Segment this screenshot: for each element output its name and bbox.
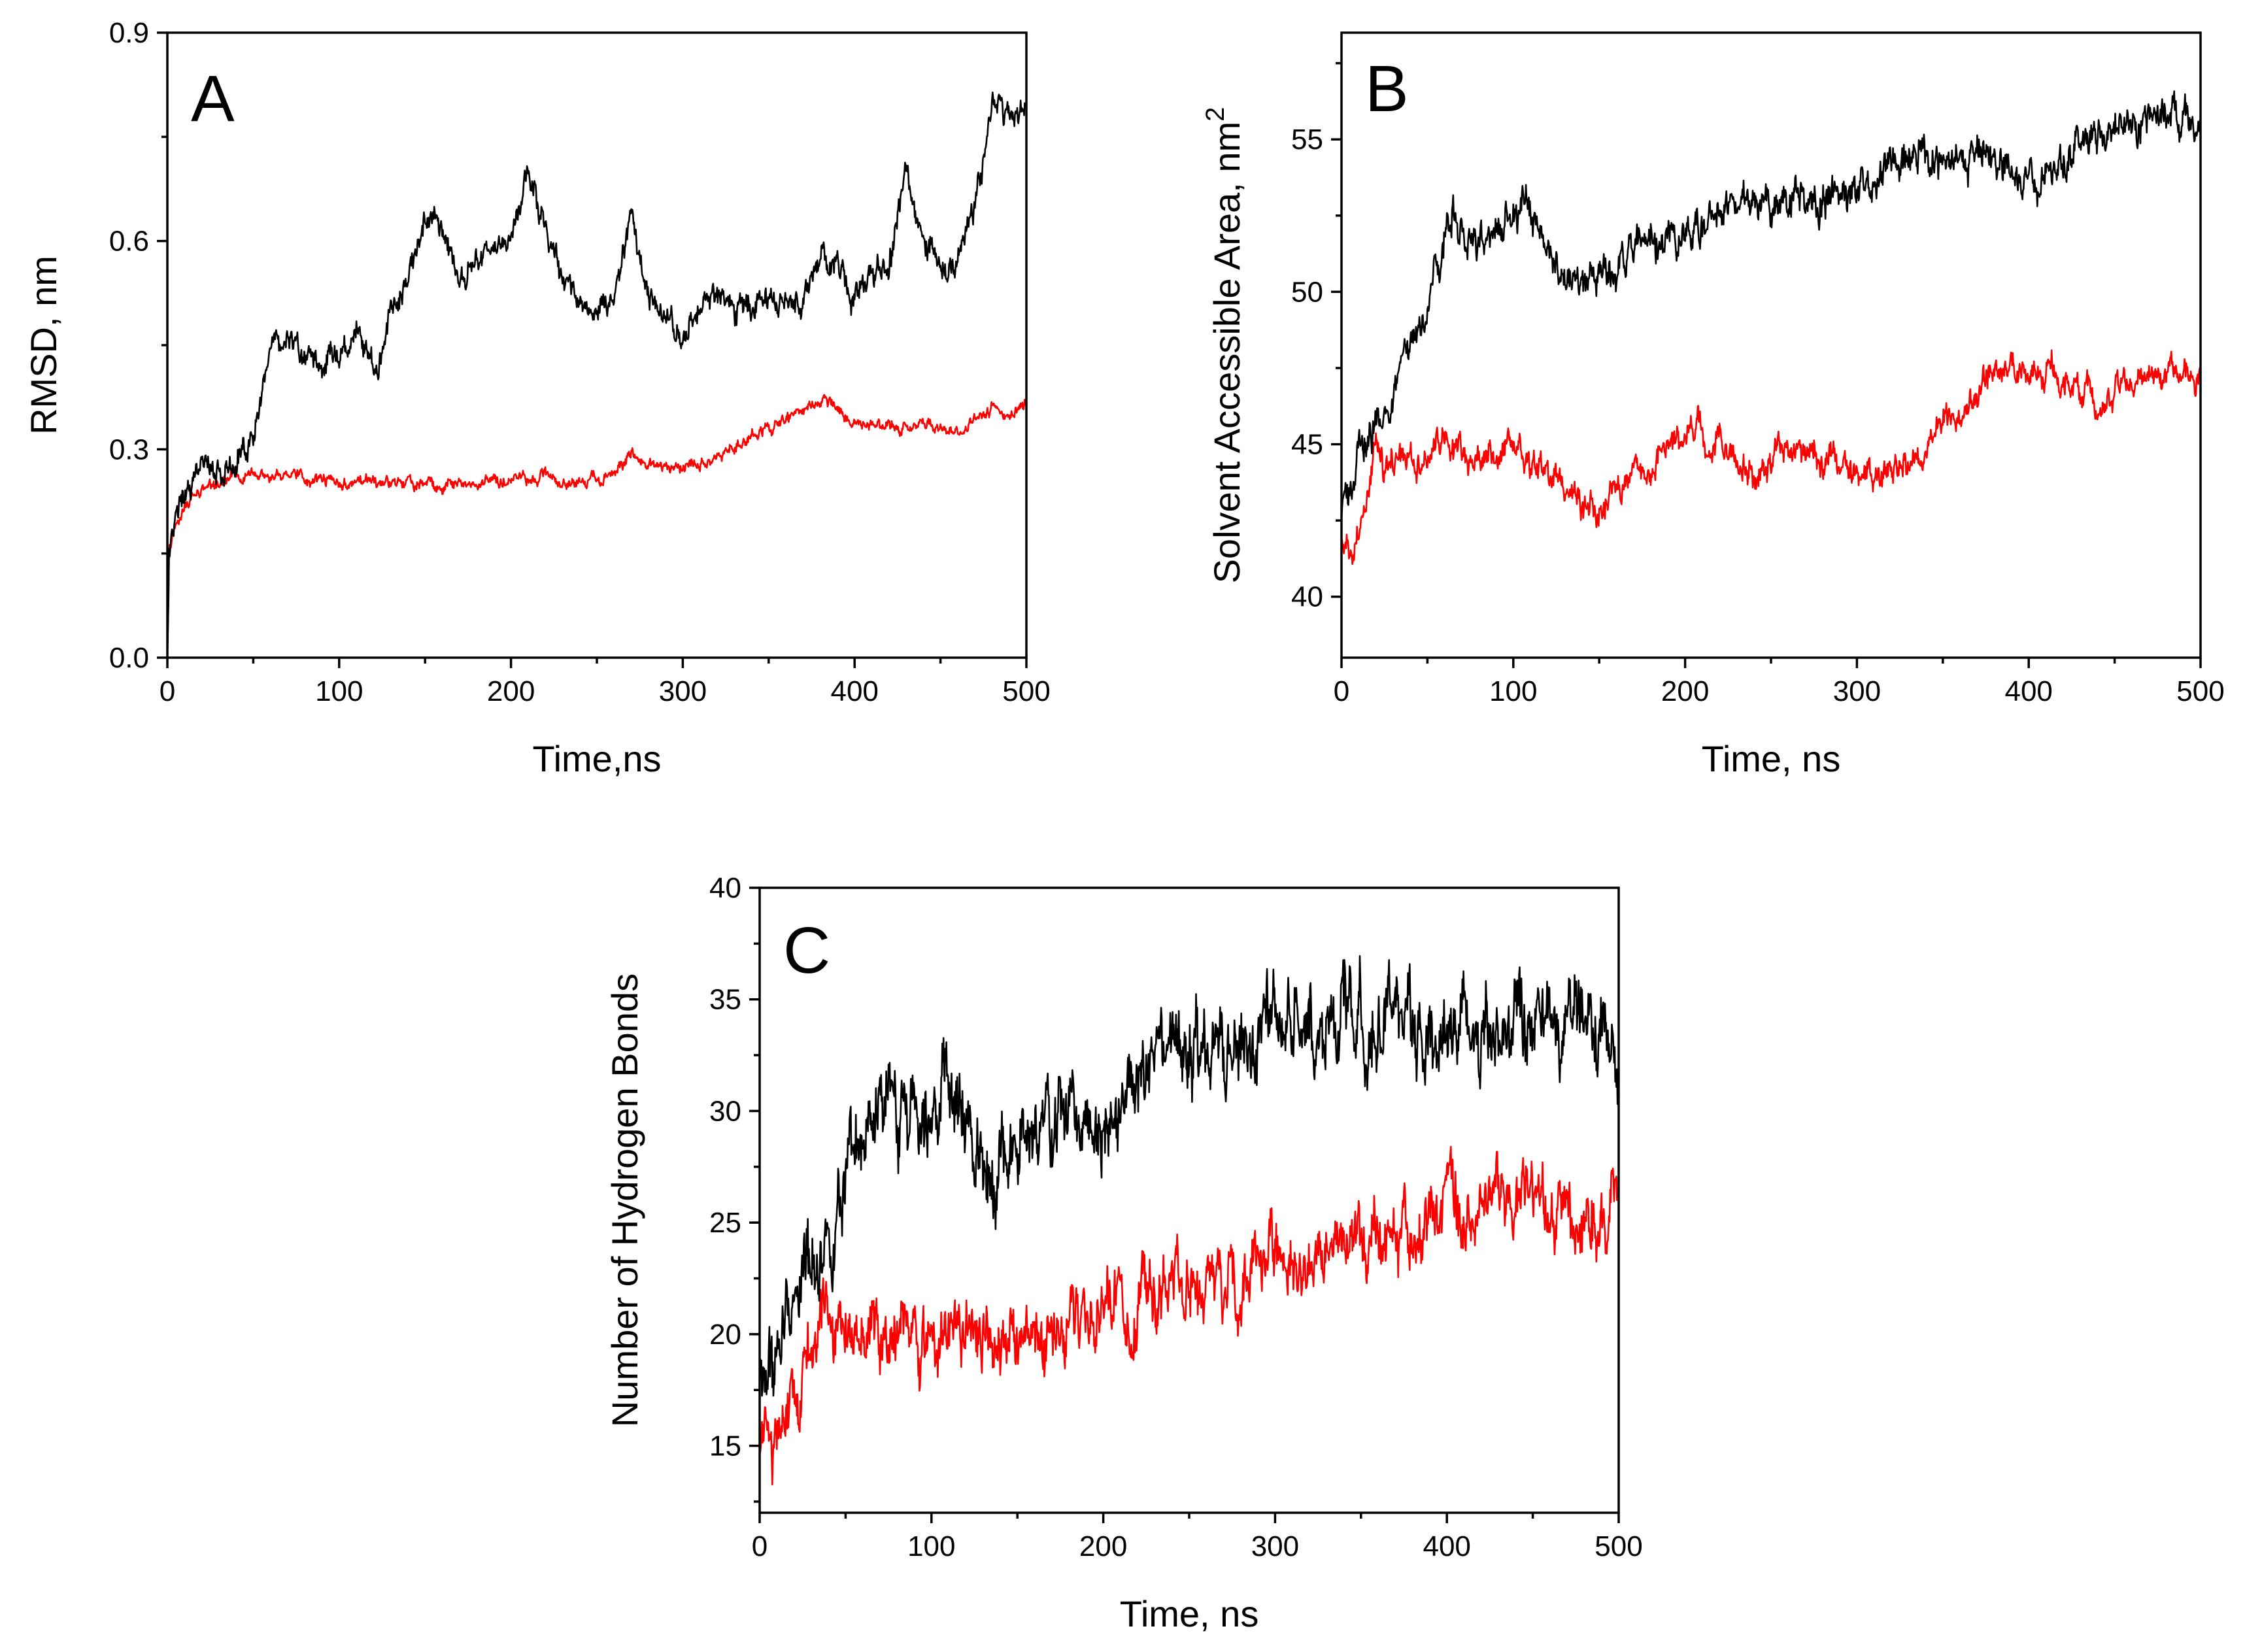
panel-b: 0 100 200 300 400 500 40 45 50 55 B Time, ns Solv… [1201,31,2225,779]
panel-b-letter: B [1365,52,1409,126]
panel-a-ylabel: RMSD, nm [23,256,64,435]
panel-b-black-line [1340,90,2202,521]
panel-a-y-tick-label: 0.6 [109,226,149,258]
panel-a-y-tick-label: 0.3 [109,433,149,465]
panel-b-x-tick-label: 500 [2176,675,2224,707]
panel-c-frame [758,886,1620,1514]
panel-a-x-tick-label: 300 [659,675,707,707]
panel-a-x-tick-label: 400 [830,675,878,707]
panel-a-x-tick-label: 100 [315,675,363,707]
panel-b-y-tick-label: 50 [1291,276,1323,308]
panel-b-y-tick-label: 45 [1291,429,1323,461]
panel-b-xlabel: Time, ns [1702,738,1841,779]
panel-b-frame [1340,31,2202,659]
panel-a-black-line [166,92,1028,658]
panel-b-ticks: 0 100 200 300 400 500 40 45 50 55 [1291,61,2225,707]
panel-a-y-tick-label: 0.0 [109,642,149,674]
panel-a: 0 100 200 300 400 500 0.0 0.3 0.6 0.9 A Time,ns R… [23,17,1051,779]
panel-c-xlabel: Time, ns [1120,1593,1259,1634]
panel-c-y-tick-label: 25 [709,1207,741,1239]
panel-c-x-tick-label: 400 [1423,1530,1470,1562]
panel-b-x-tick-label: 0 [1334,675,1349,707]
panel-c-letter: C [783,914,830,987]
panel-b-y-tick-label: 40 [1291,581,1323,613]
panel-a-series-red [166,394,1028,658]
panel-b-series-black [1340,90,2202,521]
panel-a-x-tick-label: 500 [1002,675,1050,707]
panel-a-y-tick-label: 0.9 [109,17,149,49]
panel-c-x-tick-label: 100 [907,1530,955,1562]
panel-c-red-line [758,1145,1620,1486]
panel-c-x-tick-label: 200 [1079,1530,1127,1562]
panel-a-x-tick-label: 200 [487,675,535,707]
panel-c-x-tick-label: 500 [1595,1530,1642,1562]
panel-a-ticks: 0 100 200 300 400 500 0.0 0.3 0.6 0.9 [109,17,1051,707]
panel-c-y-tick-label: 20 [709,1319,741,1351]
panel-c-ylabel: Number of Hydrogen Bonds [604,973,645,1427]
panel-b-x-tick-label: 300 [1833,675,1881,707]
panel-a-x-tick-label: 0 [160,675,175,707]
panel-b-ylabel-superscript: 2 [1201,107,1230,122]
panel-c-y-tick-label: 40 [709,872,741,904]
panel-c-y-tick-label: 35 [709,984,741,1016]
panel-b-x-tick-label: 400 [2004,675,2052,707]
panel-c-ticks: 0 100 200 300 400 500 15 20 25 30 35 40 [709,872,1643,1562]
panel-a-red-line [166,394,1028,658]
panel-a-letter: A [191,62,235,135]
panel-b-y-tick-label: 55 [1291,124,1323,156]
panel-c-x-tick-label: 0 [752,1530,768,1562]
panel-c-black-line [758,955,1620,1397]
panel-c-series-red [758,1145,1620,1486]
panel-c-y-tick-label: 15 [709,1430,741,1462]
panel-c-series-black [758,955,1620,1397]
panel-b-x-tick-label: 200 [1661,675,1709,707]
panel-a-xlabel: Time,ns [532,738,661,779]
panel-b-red-line [1340,349,2202,565]
panel-b-ylabel-text: Solvent Accessible Area, nm [1206,122,1247,584]
panel-a-series-black [166,92,1028,658]
panel-b-x-tick-label: 100 [1489,675,1537,707]
panel-a-frame [166,31,1028,659]
panel-c-y-tick-label: 30 [709,1095,741,1127]
panel-c-x-tick-label: 300 [1251,1530,1299,1562]
panel-b-series-red [1340,349,2202,565]
panel-b-ylabel: Solvent Accessible Area, nm2 [1201,107,1247,584]
